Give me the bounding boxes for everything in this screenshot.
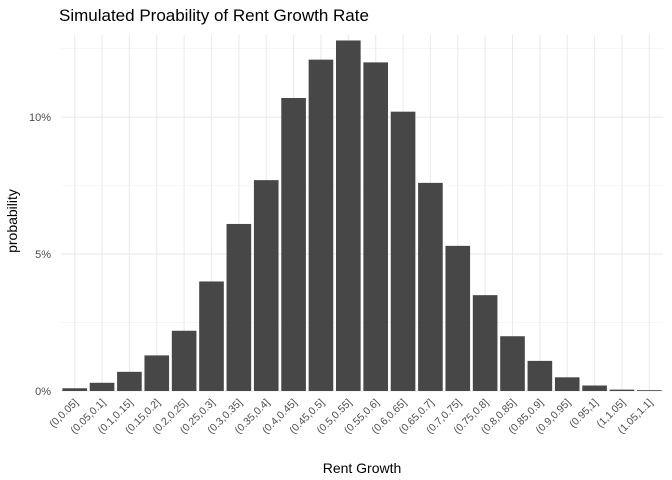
bar [363, 62, 388, 392]
bar [609, 389, 635, 391]
bar [418, 182, 443, 391]
bar [637, 390, 662, 391]
bar [281, 97, 306, 391]
bar [171, 330, 197, 391]
y-tick-label: 5% [35, 249, 51, 261]
bar [199, 281, 224, 391]
bar [554, 377, 580, 391]
grid-lines [61, 35, 663, 392]
y-tick-label: 10% [29, 112, 51, 124]
bar [117, 371, 142, 391]
bar [253, 180, 279, 391]
bars [62, 40, 662, 392]
y-axis-ticks: 0% 5% 10% [29, 112, 51, 398]
bar [472, 295, 498, 391]
bar [89, 382, 115, 391]
x-axis-ticks: (0,0.05](0.05,0.1](0.1,0.15](0.15,0.2](0… [47, 397, 655, 437]
bar [527, 360, 553, 391]
x-tick-label: (0.95,1] [567, 397, 601, 431]
bar [226, 223, 252, 391]
bar [144, 355, 170, 391]
bar [390, 111, 416, 391]
chart-title: Simulated Proability of Rent Growth Rate [59, 6, 369, 25]
bar [445, 245, 471, 391]
y-axis-title: probability [4, 189, 20, 253]
bar [62, 388, 87, 391]
bar [336, 40, 361, 391]
x-axis-title: Rent Growth [323, 460, 402, 476]
y-tick-label: 0% [35, 386, 51, 398]
bar [582, 385, 607, 391]
bar [500, 336, 525, 391]
bar [308, 59, 334, 392]
